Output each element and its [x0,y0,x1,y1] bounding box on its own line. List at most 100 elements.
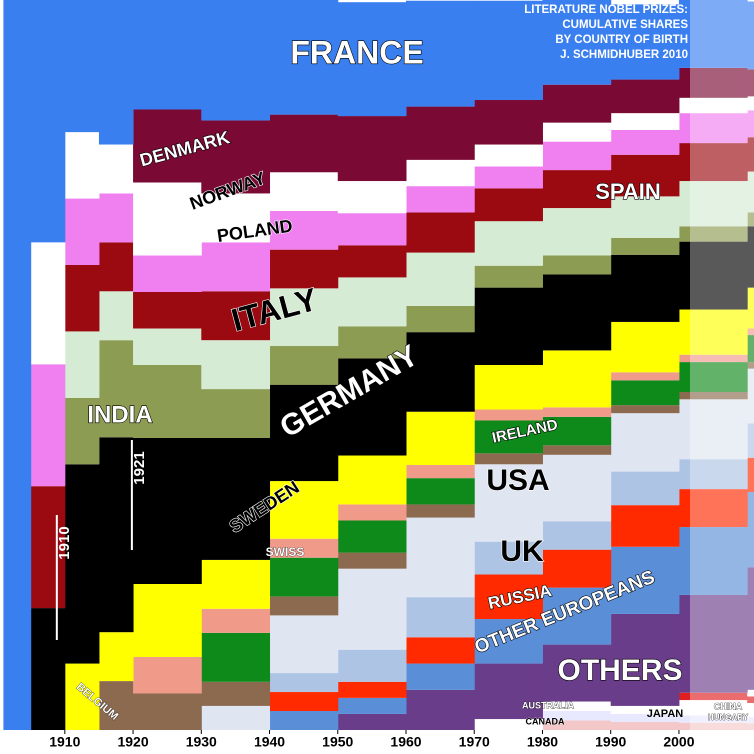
area-step [269,615,339,674]
area-step [64,198,100,265]
area-step [542,170,612,209]
area-step [337,245,407,278]
area-step [133,109,202,183]
chart-title: CUMULATIVE SHARES [562,19,688,31]
area-step [542,720,612,730]
area-step [98,681,134,730]
area-step [678,527,748,595]
area-step [542,711,612,721]
area-step [406,186,475,213]
x-axis-strip [0,730,754,754]
area-step [678,715,748,723]
area-step [337,568,407,650]
area-step [133,657,202,694]
area-step [747,723,754,730]
area-step [474,541,543,575]
chart-title: LITERATURE NOBEL PRIZES: [524,4,688,16]
area-step [610,237,680,255]
area-step [542,255,612,275]
x-tick-label: 1940 [254,734,285,750]
area-step [133,365,202,438]
area-step [678,722,748,730]
x-tick-label: 1990 [595,734,626,750]
area-step [474,188,543,222]
area-step [474,574,543,620]
area-step [337,681,407,698]
area-step [747,328,754,336]
area-step [747,492,754,568]
area-step [678,392,748,400]
area-step [64,0,100,133]
area-step [610,4,680,80]
area-step [201,632,271,682]
area-step [269,481,339,539]
series-label: INDIA [87,401,152,428]
area-step [610,372,680,381]
area-step [406,0,475,107]
area-step [474,144,543,167]
fade-overlay [690,0,754,754]
area-step [474,409,543,421]
area-step [610,546,680,614]
area-step [337,213,407,246]
area-step [269,0,339,115]
area-step [269,288,339,347]
area-step [610,113,680,130]
series-label: CHINA [714,701,743,711]
area-step [406,504,475,518]
area-step [542,208,612,256]
area-step [269,172,339,211]
series-label: SWISS [266,545,305,559]
area-step [678,241,748,310]
area-step [610,721,680,730]
area-step [133,255,202,292]
area-step [30,0,66,243]
area-step [678,399,748,460]
area-step [542,445,612,455]
area-step [30,242,66,365]
area-step [201,291,271,341]
area-step [133,693,202,730]
area-step [406,106,475,160]
area-step [337,358,407,456]
area-step [678,67,748,98]
area-step [610,471,680,506]
area-step [98,632,134,682]
area-step [337,520,407,553]
area-step [610,321,680,373]
area-step [98,144,134,194]
area-step [201,608,271,633]
area-step [269,711,339,730]
area-step [474,420,543,454]
area-step [474,100,543,145]
area-step [610,79,680,114]
area-step [406,411,475,466]
series-label: OTHERS [557,654,682,687]
area-step [542,84,612,123]
area-step [133,438,202,584]
area-step [747,137,754,172]
area-step [269,673,339,693]
area-step [133,584,202,657]
chart-title: J. SCHMIDHUBER 2010 [560,49,688,61]
area-step [337,697,407,714]
area-step [747,212,754,227]
area-step [542,587,612,645]
x-tick-label: 1950 [322,734,353,750]
series-label: JAPAN [647,708,684,720]
chart-title: BY COUNTRY OF BIRTH [555,34,688,46]
area-step [269,538,339,558]
area-step [30,364,66,487]
area-step [474,287,543,365]
series-label: FRANCE [290,34,423,70]
area-step [269,210,339,250]
area-step [64,264,100,332]
area-step [747,567,754,690]
area-step [474,663,543,720]
area-step [98,437,134,633]
area-step [678,459,748,490]
area-step [747,69,754,97]
area-step [678,692,748,701]
area-step [269,596,339,616]
